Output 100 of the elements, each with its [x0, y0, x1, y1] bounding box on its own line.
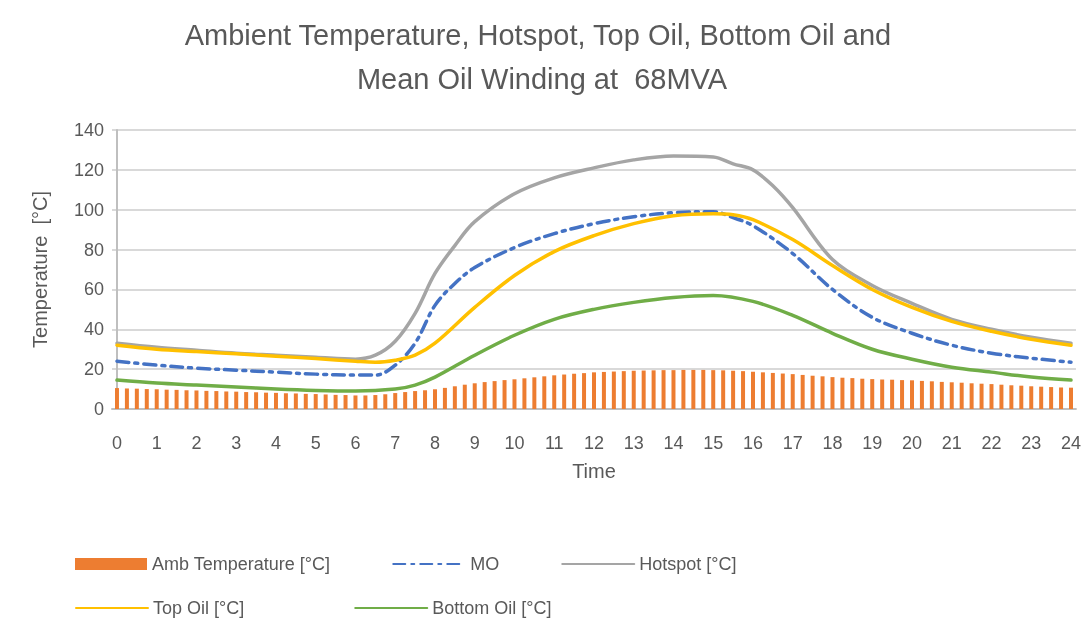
bar: [393, 393, 398, 409]
bar: [1029, 386, 1034, 409]
bar: [671, 370, 676, 409]
bar: [234, 391, 239, 409]
bar: [591, 372, 596, 409]
bar: [949, 382, 954, 409]
bar: [741, 371, 746, 409]
y-tick-label: 100: [73, 199, 104, 220]
x-tick-label: 14: [663, 433, 684, 453]
x-tick-label: 18: [822, 433, 843, 453]
bar: [641, 370, 646, 409]
bar: [959, 382, 964, 409]
x-tick-label: 23: [1021, 433, 1042, 453]
y-tick-label: 80: [83, 239, 104, 260]
bar: [989, 384, 994, 409]
y-tick-label: 120: [73, 159, 104, 180]
legend-label: Amb Temperature [°C]: [152, 554, 330, 574]
bar: [194, 390, 199, 409]
bar: [810, 375, 815, 409]
bar: [174, 389, 179, 409]
bar: [164, 389, 169, 409]
bar: [502, 380, 507, 409]
x-tick-label: 21: [941, 433, 962, 453]
bar: [293, 393, 298, 409]
bar: [582, 373, 587, 409]
bar: [860, 378, 865, 409]
bar: [144, 389, 149, 409]
bar: [790, 374, 795, 409]
bar: [1049, 387, 1054, 409]
bar: [820, 376, 825, 409]
x-tick-label: 20: [901, 433, 922, 453]
bar: [760, 372, 765, 409]
x-tick-label: 13: [623, 433, 644, 453]
y-tick-label: 0: [93, 399, 104, 419]
bar: [890, 379, 895, 409]
bar: [750, 371, 755, 409]
bar: [124, 388, 129, 409]
bar: [204, 390, 209, 409]
bar: [691, 369, 696, 409]
bar: [651, 370, 656, 409]
bar: [343, 395, 348, 409]
bar: [701, 369, 706, 409]
x-axis-title: Time: [572, 460, 616, 482]
bar: [1039, 386, 1044, 409]
bar: [462, 384, 467, 409]
bar: [1059, 387, 1064, 409]
bar: [711, 370, 716, 409]
legend-label: MO: [470, 554, 500, 574]
x-tick-label: 8: [429, 433, 440, 453]
bar: [601, 371, 606, 409]
bar: [224, 391, 229, 409]
x-tick-label: 6: [350, 433, 361, 453]
bar: [939, 381, 944, 409]
x-tick-label: 19: [862, 433, 883, 453]
bar: [452, 386, 457, 409]
bar: [840, 377, 845, 409]
bar: [114, 388, 119, 409]
bar: [731, 370, 736, 409]
bar: [850, 378, 855, 409]
bar: [313, 394, 318, 409]
bar: [880, 379, 885, 409]
bar: [442, 387, 447, 409]
x-tick-label: 15: [703, 433, 724, 453]
bar: [303, 393, 308, 409]
bar: [979, 383, 984, 409]
legend-label: Top Oil [°C]: [153, 598, 245, 618]
bar: [800, 374, 805, 409]
bar: [333, 394, 338, 409]
bar: [512, 379, 517, 409]
bar: [353, 395, 358, 409]
x-tick-label: 0: [111, 433, 122, 453]
bar: [273, 392, 278, 409]
legend-label: Hotspot [°C]: [639, 554, 737, 574]
y-axis-title: Temperature [°C]: [29, 191, 51, 348]
x-tick-label: 1: [151, 433, 162, 453]
x-tick-label: 12: [583, 433, 604, 453]
bar: [870, 379, 875, 409]
bar: [611, 371, 616, 409]
y-tick-label: 20: [83, 359, 104, 380]
x-tick-label: 3: [231, 433, 242, 453]
line-series: [115, 293, 1073, 393]
bar: [542, 376, 547, 409]
x-tick-label: 2: [191, 433, 202, 453]
y-tick-label: 60: [83, 279, 104, 300]
bar: [572, 373, 577, 409]
bar: [770, 372, 775, 409]
bar: [1009, 385, 1014, 409]
bar: [522, 378, 527, 409]
bar: [681, 369, 686, 409]
y-tick-label: 140: [73, 120, 104, 140]
bar: [1019, 385, 1024, 409]
bar: [909, 380, 914, 409]
bar: [661, 370, 666, 409]
x-tick-label: 7: [390, 433, 401, 453]
bar: [532, 377, 537, 409]
bar: [562, 374, 567, 409]
bar: [830, 377, 835, 409]
bar: [472, 383, 477, 409]
x-tick-label: 4: [270, 433, 281, 453]
x-tick-label: 22: [981, 433, 1002, 453]
